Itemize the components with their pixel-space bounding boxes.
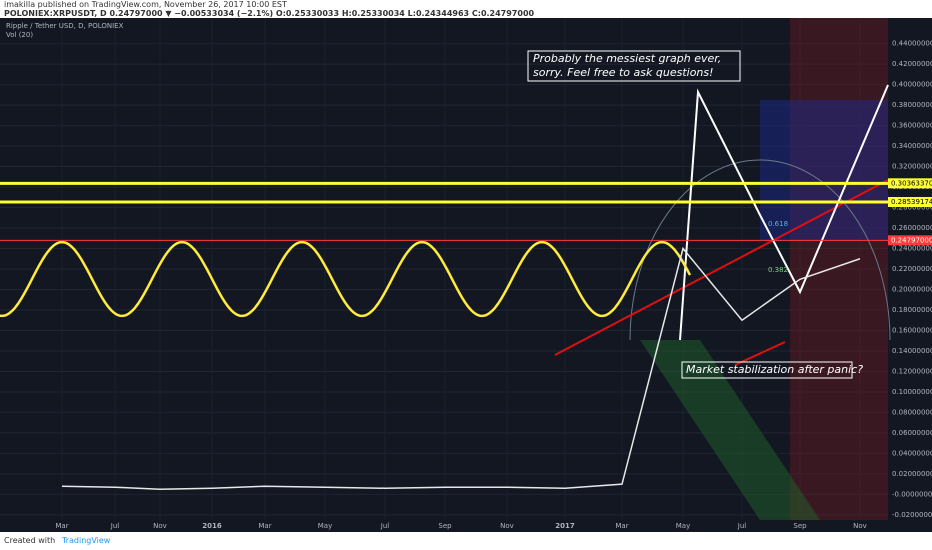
y-tick-label: 0.42000000 [892,60,932,68]
price-line [61,246,861,491]
zone [760,100,888,240]
x-tick-label: Mar [258,522,271,530]
x-tick-label: May [676,522,690,530]
annotation: Market stabilization after panic? [686,363,863,376]
chart: Probably the messiest graph ever, sorry.… [0,18,932,532]
price-tag [888,197,932,208]
wedge [679,84,889,341]
x-tick-label: Mar [55,522,68,530]
y-tick-label: 0.06000000 [892,429,932,437]
x-tick-label: Jul [737,522,747,530]
y-tick-label: 0.10000000 [892,388,932,396]
y-tick-label: 0.12000000 [892,367,932,375]
x-tick-label: May [318,522,332,530]
price-tag-label: 0.24797000 [891,236,932,244]
annotation: sorry. Feel free to ask questions! [533,66,714,79]
y-tick-label: 0.28000000 [892,204,932,212]
price-tag [888,178,932,189]
arrow [734,341,786,366]
x-tick-label: Sep [438,522,452,530]
price-tag-label: 0.30363370 [891,179,932,187]
created: Created with [4,536,56,545]
y-tick-label: 0.32000000 [892,163,932,171]
x-tick-label: 2017 [555,522,575,530]
x-axis-bg [0,520,888,532]
y-tick-label: 0.08000000 [892,408,932,416]
y-tick-label: 0.40000000 [892,81,932,89]
chart-subtitle: Vol (20) [6,31,33,39]
publisher-line: imakilla published on TradingView.com, N… [4,0,287,9]
y-tick-label: 0.22000000 [892,265,932,273]
fib-label: 0.382 [768,266,788,274]
y-tick-label: 0.02000000 [892,470,932,478]
y-tick-label: 0.18000000 [892,306,932,314]
footer: Created with TradingView [0,532,932,550]
axis-bg [888,18,932,532]
x-tick-label: Nov [500,522,514,530]
price-tag-label: 0.28539174 [891,198,932,206]
symbol-line: POLONIEX:XRPUSDT, D 0.24797000 ▼ −0.0053… [4,9,535,18]
zone [790,18,888,520]
x-tick-label: Jul [380,522,390,530]
y-tick-label: 0.38000000 [892,101,932,109]
y-tick-label: 0.04000000 [892,449,932,457]
sine-wave [0,240,692,318]
y-tick-label: 0.20000000 [892,285,932,293]
x-tick-label: Mar [615,522,628,530]
annotation-box [527,50,741,82]
brand: TradingView [62,536,111,545]
y-tick-label: 0.36000000 [892,122,932,130]
chart-title: Ripple / Tether USD, D, POLONIEX [6,22,124,30]
header: imakilla published on TradingView.com, N… [0,0,932,18]
y-tick-label: -0.02000000 [892,511,932,519]
x-tick-label: Nov [853,522,867,530]
fib-label: 0.618 [768,220,788,228]
annotation-box [681,361,853,379]
y-tick-label: 0.24000000 [892,245,932,253]
y-tick-label: 0.26000000 [892,224,932,232]
x-tick-label: 2016 [202,522,222,530]
y-tick-label: 0.44000000 [892,40,932,48]
y-tick-label: 0.34000000 [892,142,932,150]
price-tag [888,235,932,246]
channel [640,340,820,520]
x-tick-label: Jul [110,522,120,530]
x-tick-label: Nov [153,522,167,530]
x-tick-label: Sep [793,522,807,530]
trend-line [554,179,889,356]
annotation: Probably the messiest graph ever, [533,52,721,65]
y-tick-label: 0.14000000 [892,347,932,355]
y-tick-label: 0.16000000 [892,326,932,334]
